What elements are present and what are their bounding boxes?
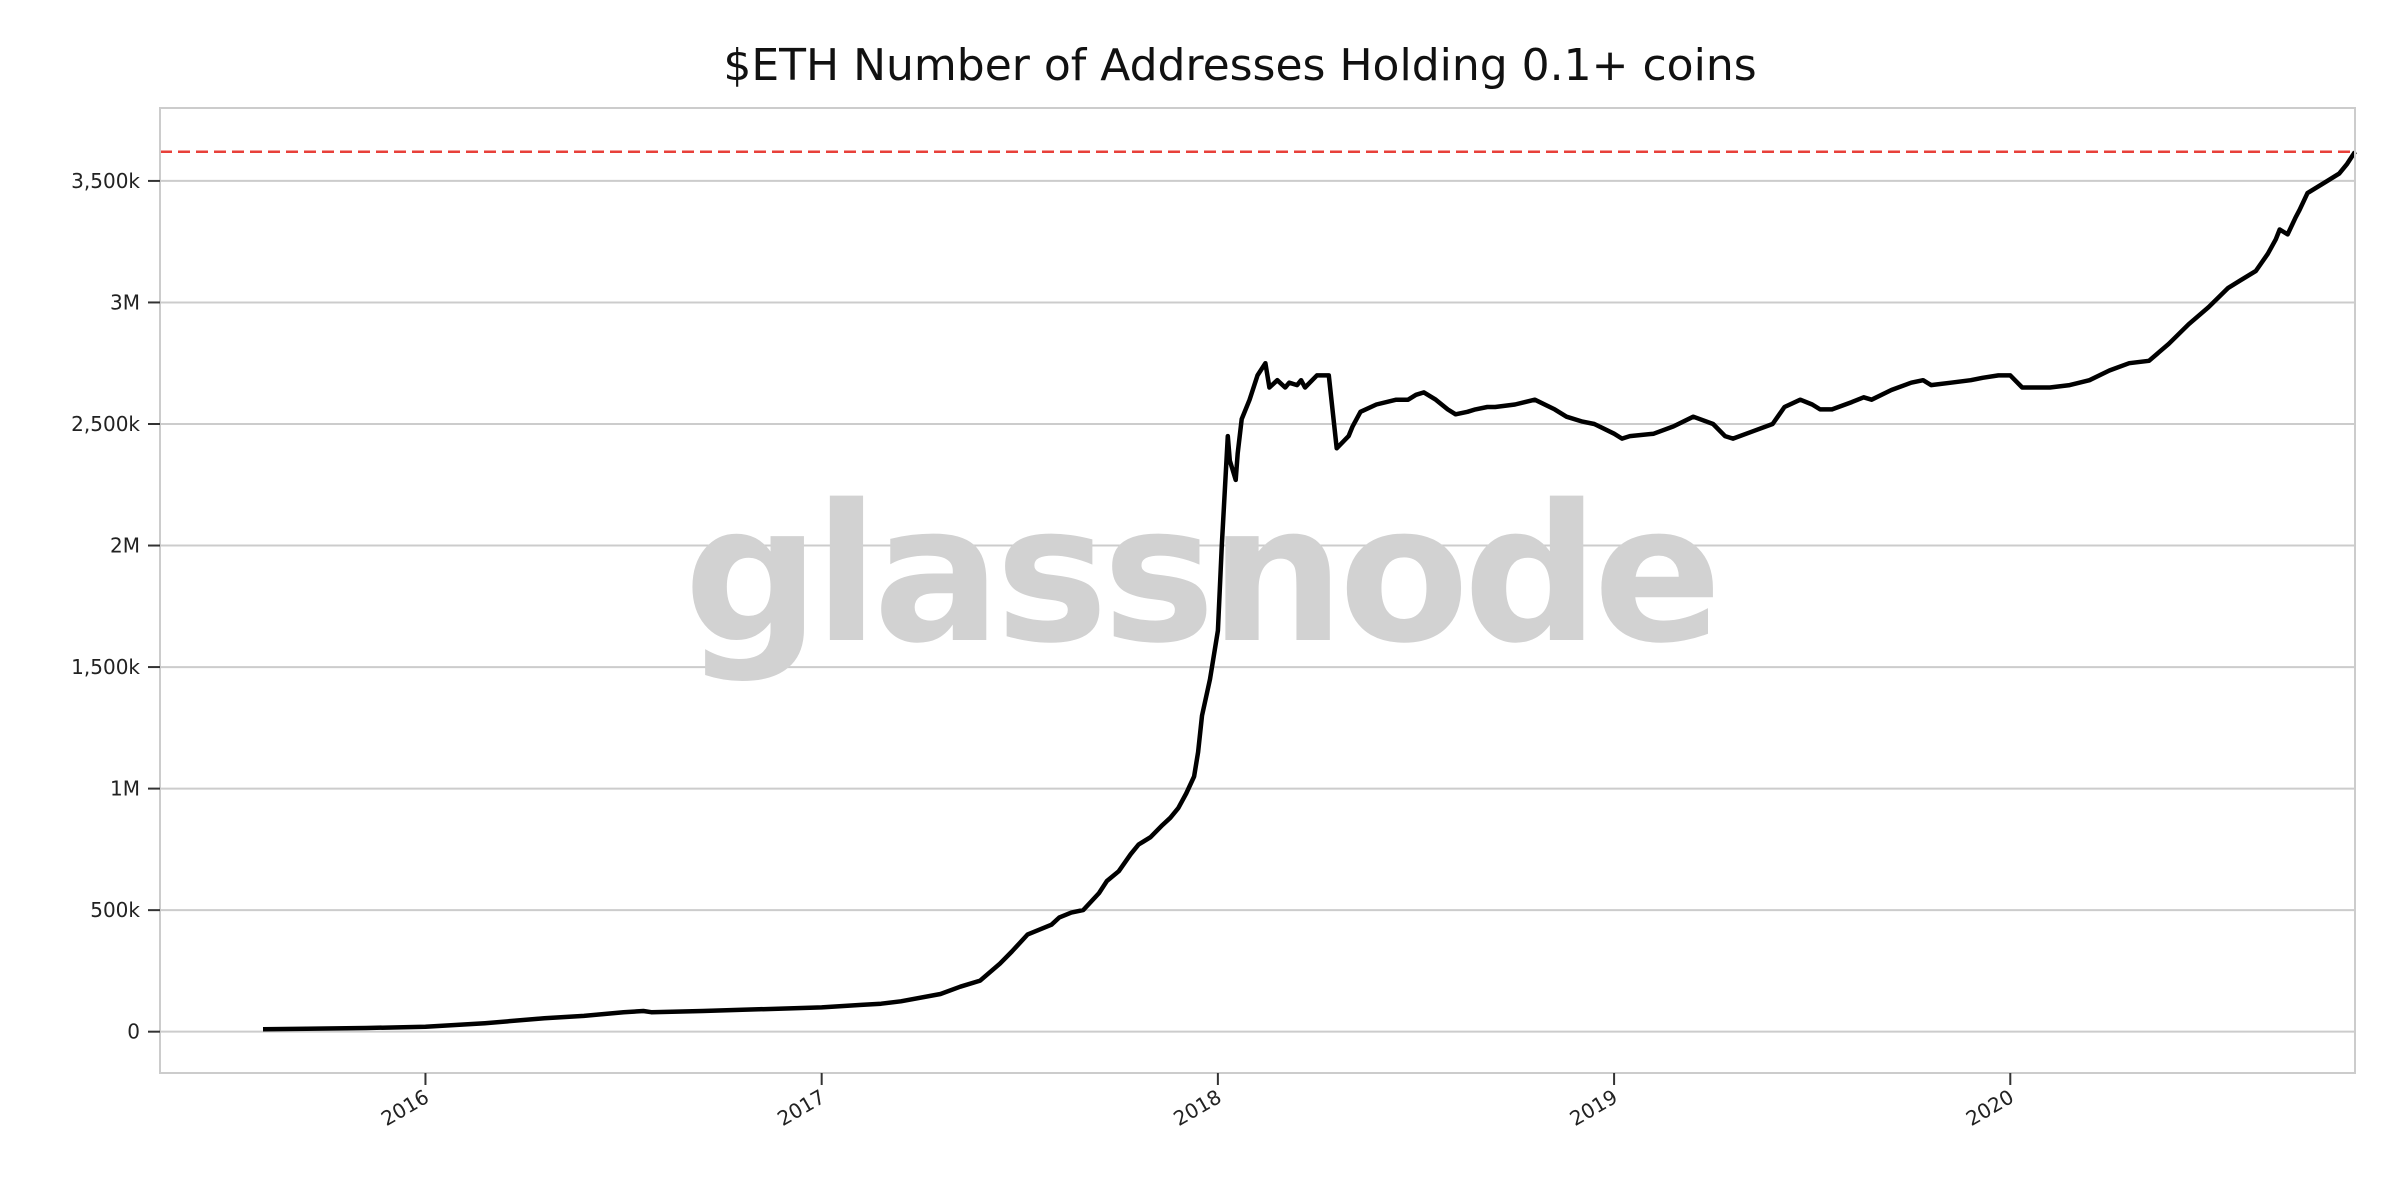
x-tick-label: 2020: [1962, 1085, 2018, 1131]
y-axis: 0 500k 1M 1,500k 2M 2,500k 3M 3,500k: [71, 169, 160, 1044]
x-tick-label: 2018: [1169, 1085, 1225, 1131]
y-tick-label: 3,500k: [71, 169, 140, 193]
y-tick-label: 3M: [110, 290, 140, 314]
chart-title: $ETH Number of Addresses Holding 0.1+ co…: [723, 40, 1756, 91]
y-gridlines: [160, 179, 2355, 1033]
y-tick-label: 2M: [110, 534, 140, 558]
y-tick-label: 1M: [110, 777, 140, 801]
x-tick-label: 2019: [1566, 1085, 1622, 1131]
x-tick-label: 2017: [773, 1085, 829, 1131]
plot-frame: [159, 107, 2356, 1074]
y-tick-label: 2,500k: [71, 412, 140, 436]
x-tick-label: 2016: [377, 1085, 433, 1131]
y-tick-label: 1,500k: [71, 655, 140, 679]
y-tick-label: 0: [127, 1020, 140, 1044]
x-axis: 2016 2017 2018 2019 2020: [377, 1073, 2018, 1131]
glassnode-watermark: glassnode: [684, 464, 1716, 685]
y-tick-label: 500k: [90, 898, 140, 922]
series-line: [262, 150, 2357, 1032]
